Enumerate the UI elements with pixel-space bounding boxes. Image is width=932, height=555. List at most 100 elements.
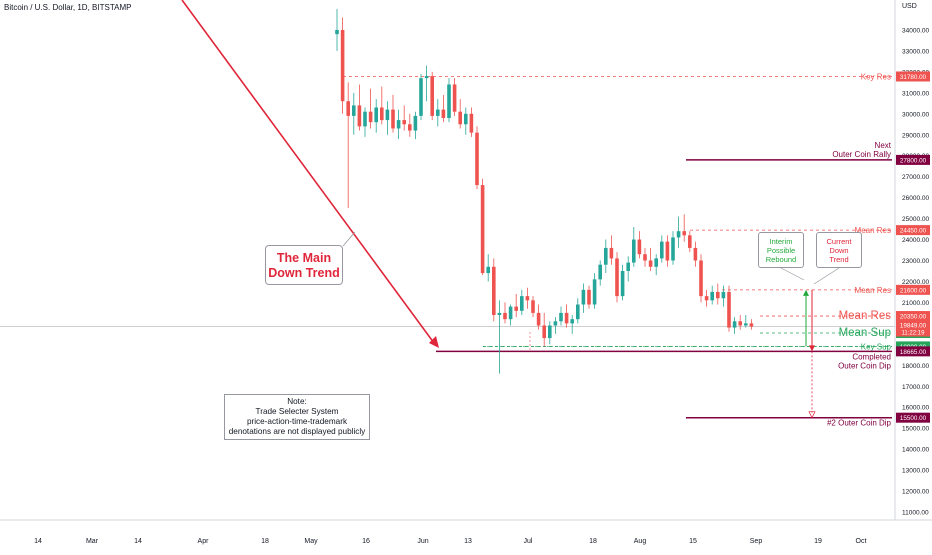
candle-body — [710, 291, 714, 301]
level-badge-text: 27800.00 — [900, 157, 927, 164]
candle-body — [458, 111, 462, 125]
candle-body — [363, 111, 367, 127]
candle-body — [380, 107, 384, 121]
level-badge — [896, 346, 930, 357]
callout-line: Down — [829, 246, 849, 255]
level-badge — [896, 412, 930, 423]
candle-body — [587, 289, 591, 305]
candle-body — [553, 321, 558, 326]
y-tick-label: 12000.00 — [902, 489, 929, 496]
candle-body — [374, 107, 378, 123]
y-tick-label: 23000.00 — [902, 258, 929, 265]
y-tick-label: 22000.00 — [902, 279, 929, 286]
candle-body — [452, 84, 457, 112]
candle-body — [531, 300, 535, 313]
candle-body — [480, 185, 485, 274]
level-label: Outer Coin Rally — [832, 150, 891, 159]
x-tick-label: 18 — [261, 538, 269, 545]
down-arrowhead — [809, 345, 815, 352]
candle-body — [368, 111, 373, 123]
currency-label: USD — [902, 3, 917, 10]
callout-line: Rebound — [765, 255, 797, 264]
callout-line: Interim — [769, 237, 793, 246]
x-tick-label: Jun — [417, 538, 428, 545]
candle-body — [335, 29, 339, 35]
level-badge — [896, 154, 930, 165]
candle-body — [732, 321, 737, 328]
current-price-badge — [896, 320, 930, 337]
level-badge-text: 15500.00 — [900, 415, 927, 422]
current-price-text: 19849.00 — [900, 323, 927, 330]
candle-body — [441, 109, 446, 118]
candle-body — [682, 231, 686, 236]
level-badge-text: 24450.00 — [900, 228, 927, 235]
candle-body — [632, 239, 636, 263]
candle-body — [727, 291, 731, 328]
candle-body — [424, 76, 429, 79]
candle-body — [464, 113, 468, 125]
candle-body — [676, 231, 681, 238]
level-label: Key Res — [861, 72, 891, 81]
candle-body — [447, 84, 451, 118]
level-label: Key Sup — [861, 342, 892, 351]
candle-body — [548, 325, 552, 339]
level-badge — [896, 225, 930, 236]
candle-body — [340, 29, 345, 102]
y-tick-label: 25000.00 — [902, 216, 929, 223]
interim-rebound-callout: Interim Possible Rebound — [758, 232, 804, 268]
y-tick-label: 21000.00 — [902, 300, 929, 307]
current-price-timer: 11:22:19 — [902, 331, 926, 337]
x-tick-label: 13 — [464, 538, 472, 545]
candle-body — [598, 264, 602, 280]
y-tick-label: 30000.00 — [902, 111, 929, 118]
level-label: Mean Sup — [839, 327, 891, 339]
x-tick-label: Apr — [198, 538, 210, 545]
candle-body — [436, 109, 440, 116]
callout-line: Current — [826, 237, 852, 246]
candle-body — [542, 325, 546, 339]
candle-body — [525, 296, 530, 301]
candle-body — [581, 289, 586, 305]
candle-body — [419, 78, 423, 116]
note-line: denotations are not displayed publicly — [228, 427, 366, 436]
x-tick-label: Jul — [524, 538, 533, 545]
level-label: Completed — [852, 352, 891, 361]
note-box: Note: Trade Selecter System price-action… — [224, 394, 370, 440]
x-tick-label: 16 — [362, 538, 370, 545]
candle-body — [744, 323, 748, 326]
candle-body — [693, 247, 698, 261]
candle-body — [486, 266, 490, 274]
x-tick-label: 14 — [34, 538, 42, 545]
candle-body — [688, 235, 692, 248]
trend-label-line: The Main — [276, 251, 332, 265]
level-label: Mean Res — [855, 286, 891, 295]
level-label: #2 Outer Coin Dip — [827, 419, 892, 428]
candle-body — [402, 120, 406, 125]
level-label: Mean Res — [855, 226, 891, 235]
level-badge-text: 18665.00 — [900, 349, 927, 356]
candle-body — [654, 258, 658, 267]
main-trend-arrowhead — [429, 336, 439, 348]
candle-body — [626, 262, 630, 271]
y-tick-label: 29000.00 — [902, 132, 929, 139]
dip-projection-arrowhead — [808, 411, 816, 419]
x-tick-label: Oct — [856, 538, 867, 545]
level-label: Outer Coin Dip — [838, 361, 891, 370]
y-tick-label: 34000.00 — [902, 27, 929, 34]
y-tick-label: 13000.00 — [902, 468, 929, 475]
interim-callout-pointer — [780, 267, 805, 281]
candle-body — [396, 120, 401, 129]
callout-line: Trend — [829, 255, 849, 264]
candle-body — [391, 109, 395, 129]
x-tick-label: 18 — [589, 538, 597, 545]
x-tick-label: Mar — [86, 538, 99, 545]
candle-body — [508, 306, 513, 320]
y-tick-label: 14000.00 — [902, 447, 929, 454]
candle-body — [503, 312, 507, 320]
x-tick-label: 15 — [689, 538, 697, 545]
candle-body — [497, 312, 502, 315]
candle-body — [469, 113, 474, 133]
candle-body — [637, 239, 642, 255]
